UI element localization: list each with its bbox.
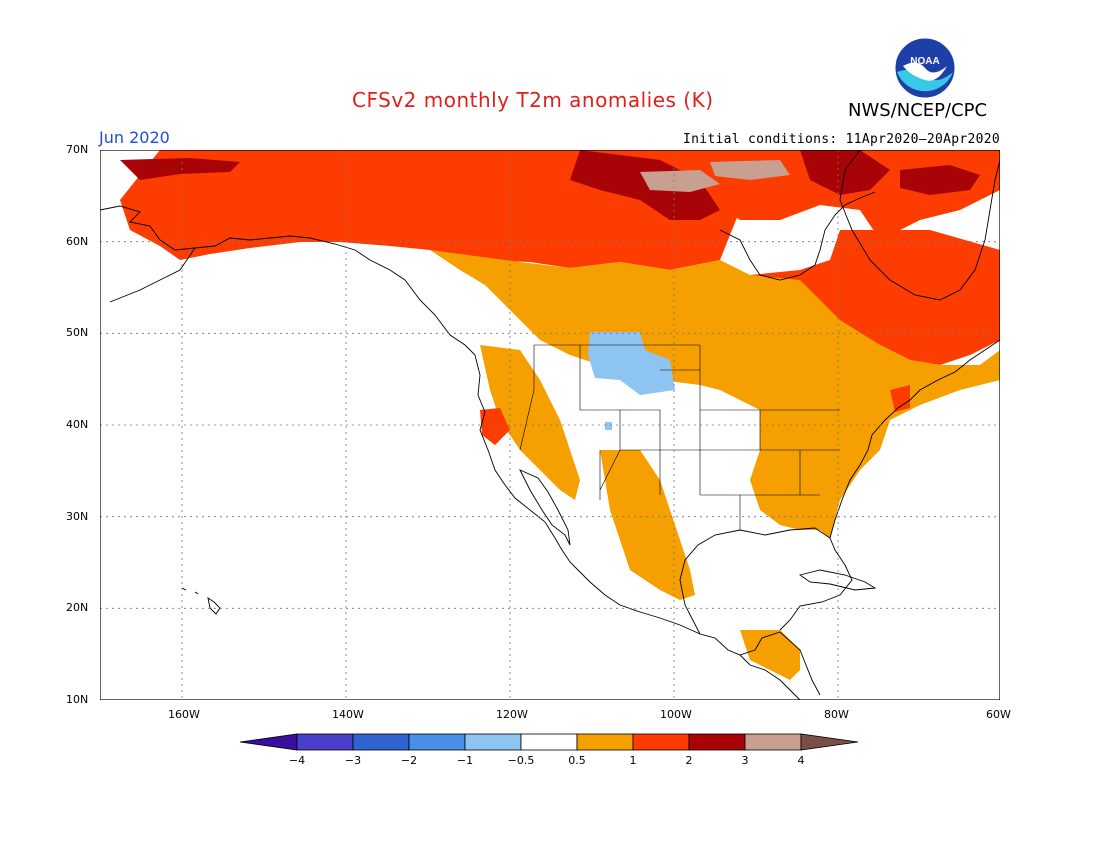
anomaly-region [710,160,790,180]
lat-label: 40N [66,418,89,431]
lon-label: 80W [824,708,849,721]
colorbar-label: −2 [401,754,417,767]
colorbar-swatch [352,733,410,751]
anomaly-region [890,385,910,412]
hudson-bay-coast [719,191,876,281]
lon-label: 160W [168,708,200,721]
anomaly-region [480,345,580,500]
colorbar-arrow-left [240,733,298,751]
map-title: CFSv2 monthly T2m anomalies (K) [352,88,714,112]
anomaly-region [710,230,1000,365]
us-state-borders [519,344,840,530]
forecast-month: Jun 2020 [99,128,170,147]
hawaii-islands [181,587,221,615]
anomaly-region [900,165,980,195]
gulf-coast [679,527,853,635]
colorbar: −4 −3 −2 −1 −0.5 0.5 1 2 3 4 [240,733,859,767]
colorbar-swatch [296,733,354,751]
colorbar-label: −0.5 [508,754,535,767]
colorbar-label: −3 [345,754,361,767]
anomaly-region [740,630,800,680]
lon-label: 140W [332,708,364,721]
alaska-peninsula [109,247,196,303]
coastline-layer [100,150,1000,700]
colorbar-label: 0.5 [568,754,586,767]
colorbar-swatch [408,733,466,751]
colorbar-swatch [688,733,746,751]
lat-label: 60N [66,234,89,248]
lon-label: 120W [496,708,528,721]
colorbar-label: −1 [457,754,473,767]
colorbar-label: 1 [630,754,637,767]
noaa-logo: NOAA [894,37,956,99]
anomaly-region [640,170,720,192]
colorbar-label: 3 [742,754,749,767]
initial-conditions: Initial conditions: 11Apr2020–20Apr2020 [683,132,1000,147]
anomaly-region [120,158,240,180]
anomaly-map [100,150,1000,700]
anomaly-region [430,250,1000,538]
colorbar-swatch [576,733,634,751]
lat-label: 20N [66,601,89,615]
pacific-coast [474,354,821,696]
lon-label: 60W [986,708,1011,721]
anomaly-fill-layer [120,150,1000,680]
atlantic-coast [829,339,1000,539]
colorbar-label: −4 [289,754,305,767]
colorbar-swatch [520,733,578,751]
colorbar-label: 4 [798,754,805,767]
anomaly-region [600,450,695,600]
lat-label: 70N [66,143,89,156]
agency-label: NWS/NCEP/CPC [848,100,988,121]
colorbar-label: 2 [686,754,693,767]
anomaly-region [588,332,675,395]
greenland-coast [839,150,1000,301]
baja-coast [519,469,571,546]
central-america-coast [739,654,801,700]
anomaly-region [570,150,720,220]
lat-label: 50N [66,326,89,340]
anomaly-region [480,408,510,445]
lat-label: 30N [66,509,89,523]
anomaly-region [605,422,612,430]
colorbar-swatch [632,733,690,751]
colorbar-arrow-right [800,733,859,751]
gridlines [100,150,1000,700]
colorbar-swatch [744,733,802,751]
cuba-coast [798,569,877,591]
colorbar-swatch [464,733,522,751]
alaska-coast [100,205,476,356]
lat-label: 10N [66,693,89,706]
lon-label: 100W [660,708,692,721]
noaa-logo-text: NOAA [910,56,939,67]
